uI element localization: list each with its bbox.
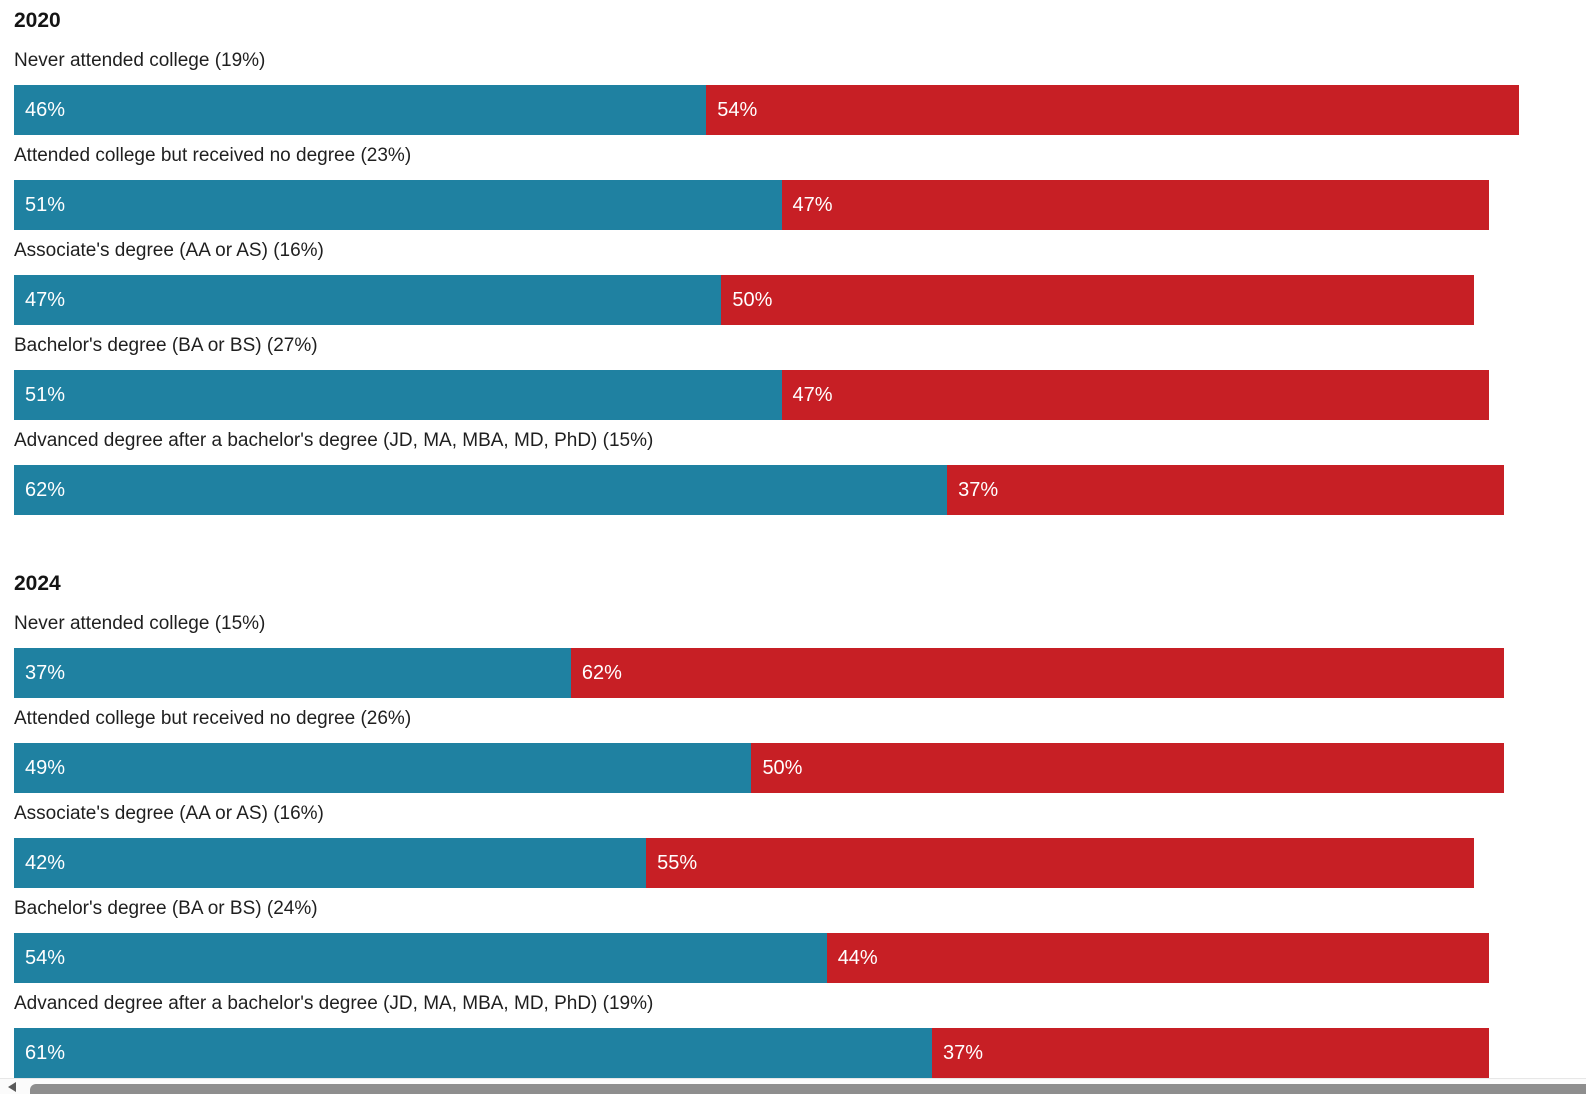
bar-row: Bachelor's degree (BA or BS) (27%) 51% 4… bbox=[14, 335, 1586, 420]
blue-bar-segment: 42% bbox=[14, 838, 647, 888]
blue-bar-segment: 49% bbox=[14, 743, 752, 793]
bar-row: Advanced degree after a bachelor's degre… bbox=[14, 993, 1586, 1078]
bar-row: Associate's degree (AA or AS) (16%) 47% … bbox=[14, 240, 1586, 325]
blue-value-label: 37% bbox=[25, 661, 66, 684]
category-label: Bachelor's degree (BA or BS) (27%) bbox=[14, 335, 318, 356]
red-value-label: 50% bbox=[732, 288, 773, 311]
stacked-bar: 37% 62% bbox=[14, 648, 1519, 698]
stacked-bar: 47% 50% bbox=[14, 275, 1519, 325]
bar-row: Attended college but received no degree … bbox=[14, 145, 1586, 230]
red-bar-segment: 50% bbox=[721, 275, 1474, 325]
blue-value-label: 61% bbox=[25, 1041, 66, 1064]
year-heading: 2024 bbox=[14, 572, 61, 595]
blue-bar-segment: 61% bbox=[14, 1028, 933, 1078]
red-value-label: 50% bbox=[762, 756, 803, 779]
bar-row: Bachelor's degree (BA or BS) (24%) 54% 4… bbox=[14, 898, 1586, 983]
category-label: Never attended college (19%) bbox=[14, 50, 266, 71]
category-label: Advanced degree after a bachelor's degre… bbox=[14, 993, 654, 1014]
category-label: Associate's degree (AA or AS) (16%) bbox=[14, 803, 324, 824]
blue-value-label: 47% bbox=[25, 288, 66, 311]
scroll-left-arrow-icon[interactable] bbox=[8, 1082, 16, 1092]
blue-bar-segment: 37% bbox=[14, 648, 571, 698]
blue-bar-segment: 62% bbox=[14, 465, 948, 515]
red-value-label: 47% bbox=[792, 383, 833, 406]
bar-row: Never attended college (19%) 46% 54% bbox=[14, 50, 1586, 135]
blue-value-label: 42% bbox=[25, 851, 66, 874]
blue-value-label: 62% bbox=[25, 478, 66, 501]
red-bar-segment: 54% bbox=[706, 85, 1519, 135]
year-group: 2024 Never attended college (15%) 37% 62… bbox=[14, 573, 1586, 1078]
rows-container: Never attended college (15%) 37% 62% Att… bbox=[14, 613, 1586, 1078]
horizontal-scrollbar[interactable] bbox=[0, 1078, 1586, 1094]
red-bar-segment: 37% bbox=[947, 465, 1504, 515]
red-value-label: 44% bbox=[837, 946, 878, 969]
blue-value-label: 46% bbox=[25, 98, 66, 121]
stacked-bar: 51% 47% bbox=[14, 180, 1519, 230]
stacked-bar: 46% 54% bbox=[14, 85, 1519, 135]
blue-bar-segment: 54% bbox=[14, 933, 827, 983]
blue-value-label: 54% bbox=[25, 946, 66, 969]
blue-value-label: 49% bbox=[25, 756, 66, 779]
red-value-label: 37% bbox=[958, 478, 999, 501]
red-bar-segment: 47% bbox=[781, 180, 1489, 230]
blue-bar-segment: 47% bbox=[14, 275, 722, 325]
red-bar-segment: 47% bbox=[781, 370, 1489, 420]
stacked-bar: 49% 50% bbox=[14, 743, 1519, 793]
red-bar-segment: 50% bbox=[751, 743, 1504, 793]
stacked-bar: 62% 37% bbox=[14, 465, 1519, 515]
category-label: Attended college but received no degree … bbox=[14, 708, 412, 729]
blue-bar-segment: 51% bbox=[14, 370, 782, 420]
category-label: Bachelor's degree (BA or BS) (24%) bbox=[14, 898, 318, 919]
stacked-bar: 54% 44% bbox=[14, 933, 1519, 983]
red-bar-segment: 55% bbox=[646, 838, 1474, 888]
red-bar-segment: 44% bbox=[826, 933, 1489, 983]
category-label: Associate's degree (AA or AS) (16%) bbox=[14, 240, 324, 261]
red-value-label: 55% bbox=[657, 851, 698, 874]
category-label: Never attended college (15%) bbox=[14, 613, 266, 634]
bar-row: Associate's degree (AA or AS) (16%) 42% … bbox=[14, 803, 1586, 888]
bar-row: Attended college but received no degree … bbox=[14, 708, 1586, 793]
blue-value-label: 51% bbox=[25, 193, 66, 216]
red-value-label: 54% bbox=[717, 98, 758, 121]
category-label: Attended college but received no degree … bbox=[14, 145, 412, 166]
category-label: Advanced degree after a bachelor's degre… bbox=[14, 430, 654, 451]
stacked-bar: 61% 37% bbox=[14, 1028, 1519, 1078]
stacked-bar: 42% 55% bbox=[14, 838, 1519, 888]
red-bar-segment: 37% bbox=[932, 1028, 1489, 1078]
blue-bar-segment: 51% bbox=[14, 180, 782, 230]
year-group: 2020 Never attended college (19%) 46% 54… bbox=[14, 10, 1586, 515]
horizontal-scrollbar-thumb[interactable] bbox=[30, 1084, 1586, 1094]
bar-row: Advanced degree after a bachelor's degre… bbox=[14, 430, 1586, 515]
blue-bar-segment: 46% bbox=[14, 85, 707, 135]
red-bar-segment: 62% bbox=[570, 648, 1504, 698]
red-value-label: 47% bbox=[792, 193, 833, 216]
red-value-label: 62% bbox=[581, 661, 622, 684]
stacked-bar: 51% 47% bbox=[14, 370, 1519, 420]
red-value-label: 37% bbox=[943, 1041, 984, 1064]
year-heading: 2020 bbox=[14, 9, 61, 32]
rows-container: Never attended college (19%) 46% 54% Att… bbox=[14, 50, 1586, 515]
blue-value-label: 51% bbox=[25, 383, 66, 406]
bar-row: Never attended college (15%) 37% 62% bbox=[14, 613, 1586, 698]
